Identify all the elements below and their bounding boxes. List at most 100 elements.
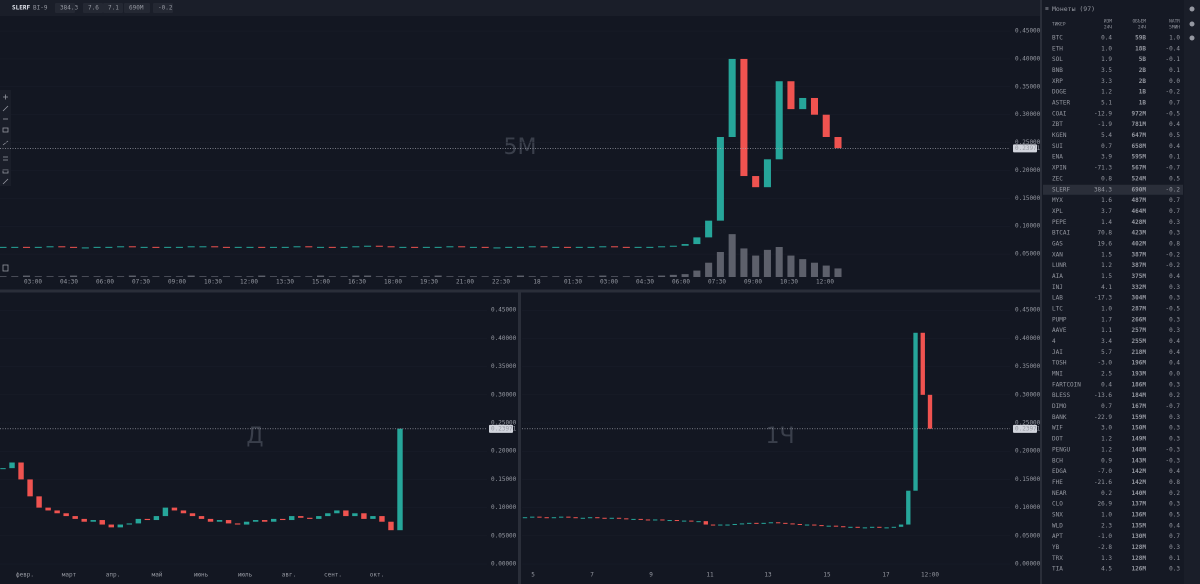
watchlist-row[interactable]: ZEC 0.8 524M 0.5 xyxy=(1052,175,1180,182)
watchlist-row[interactable]: MNI 2.5 193M 0.0 xyxy=(1052,371,1180,378)
x-tick-label: 16:30 xyxy=(348,279,366,286)
watchlist-row[interactable]: EDGA -7.0 142M 0.4 xyxy=(1052,468,1180,475)
candle xyxy=(90,520,96,522)
watchlist-row[interactable]: ENA 3.9 595M 0.1 xyxy=(1052,154,1180,161)
icon[interactable] xyxy=(1189,35,1195,41)
candle xyxy=(18,462,24,480)
cell: 1.2 xyxy=(1101,446,1112,453)
y-tick-label: 0.10000 xyxy=(1015,223,1041,230)
watchlist-row[interactable]: AAVE 1.1 257M 0.3 xyxy=(1052,327,1180,334)
watchlist-row[interactable]: SUI 0.7 658M 0.4 xyxy=(1052,143,1180,150)
watchlist-row[interactable]: YB -2.8 128M 0.3 xyxy=(1052,544,1180,551)
watchlist-row[interactable]: SNX 1.0 136M 0.5 xyxy=(1052,511,1180,518)
watchlist-row[interactable]: BLESS -13.6 184M 0.2 xyxy=(1052,392,1180,399)
watchlist-row[interactable]: MYX 1.6 487M 0.7 xyxy=(1052,197,1180,204)
watchlist-row[interactable]: XAN 1.5 387M -0.2 xyxy=(1052,251,1180,258)
cell: 0.9 xyxy=(1101,457,1112,464)
watchlist-row[interactable]: WIF 3.0 150M 0.3 xyxy=(1052,425,1180,432)
candle xyxy=(117,246,125,248)
candle xyxy=(22,246,31,248)
cell: TOSH xyxy=(1052,360,1067,367)
candle xyxy=(602,517,607,519)
tool-icon[interactable] xyxy=(2,127,9,133)
candle xyxy=(703,521,708,525)
watchlist-row[interactable]: LUNR 1.2 387M -0.2 xyxy=(1052,262,1180,269)
candle xyxy=(399,246,407,248)
cell: 0.3 xyxy=(1169,284,1180,291)
candle xyxy=(622,246,630,248)
icon[interactable] xyxy=(1189,21,1195,27)
watchlist-row[interactable]: AIA 1.5 375M 0.4 xyxy=(1052,273,1180,280)
watchlist-row[interactable]: XRP 3.3 2B 0.0 xyxy=(1052,78,1180,85)
watchlist-row[interactable]: TIA 4.5 126M 0.3 xyxy=(1052,566,1180,573)
toolbar-bg xyxy=(0,90,11,186)
volume-bar xyxy=(281,276,289,277)
candle xyxy=(289,516,295,521)
tool-icon[interactable] xyxy=(3,94,8,100)
tool-icon[interactable] xyxy=(3,156,8,161)
watchlist-row[interactable]: SOL 1.9 5B -0.1 xyxy=(1052,56,1180,63)
watchlist-row[interactable]: BNB 3.5 2B 0.1 xyxy=(1052,67,1180,74)
watchlist-row[interactable]: BANK -22.9 159M 0.3 xyxy=(1052,414,1180,421)
y-tick-label: 0.15000 xyxy=(1015,476,1041,483)
tool-icon[interactable] xyxy=(2,140,9,146)
watchlist-row[interactable]: CLO 26.9 137M 0.3 xyxy=(1052,501,1180,508)
watchlist-row[interactable]: PENGU 1.2 148M -0.3 xyxy=(1052,446,1180,453)
watchlist-row[interactable]: LTC 1.0 287M -0.5 xyxy=(1052,306,1180,313)
row-highlight xyxy=(1043,184,1183,195)
watchlist-row[interactable]: DOGE 1.2 1B -0.2 xyxy=(1052,89,1180,96)
watchlist-row[interactable]: KGEN 5.4 647M 0.5 xyxy=(1052,132,1180,139)
volume-bar xyxy=(599,275,607,277)
watchlist-row[interactable]: WLD 2.3 135M 0.4 xyxy=(1052,522,1180,529)
watchlist-row[interactable]: BTCAI 70.8 423M 0.3 xyxy=(1052,230,1180,237)
watchlist-row[interactable]: DOT 1.2 149M 0.3 xyxy=(1052,436,1180,443)
watchlist-row[interactable]: 4 3.4 255M 0.4 xyxy=(1052,338,1180,345)
x-tick-label: июнь xyxy=(194,572,209,579)
candle xyxy=(269,246,278,248)
watchlist-row[interactable]: TRX 1.3 128M 0.1 xyxy=(1052,555,1180,562)
watchlist-row[interactable]: COAI -12.9 972M -0.5 xyxy=(1052,110,1180,117)
y-tick-label: 0.25000 xyxy=(1015,420,1041,427)
volume-bar xyxy=(540,276,548,277)
watchlist-row[interactable]: GAS 19.6 402M 0.8 xyxy=(1052,240,1180,247)
watchlist-row[interactable]: BTC 0.4 59B 1.0 xyxy=(1052,35,1180,42)
candle xyxy=(135,518,142,524)
watchlist-row[interactable]: DIMO 0.7 167M -0.7 xyxy=(1052,403,1180,410)
watchlist-row[interactable]: APT -1.0 130M 0.7 xyxy=(1052,533,1180,540)
tool-icon[interactable] xyxy=(2,264,9,272)
tool-icon[interactable] xyxy=(2,169,9,174)
tool-icon[interactable] xyxy=(2,105,9,112)
watchlist-row[interactable]: INJ 4.1 332M 0.3 xyxy=(1052,284,1180,291)
candle xyxy=(754,522,759,524)
watchlist-row[interactable]: PUMP 1.7 266M 0.3 xyxy=(1052,316,1180,323)
watchlist-row[interactable]: LAB -17.3 304M 0.3 xyxy=(1052,295,1180,302)
icon[interactable] xyxy=(1189,6,1195,12)
cell: 1.2 xyxy=(1101,436,1112,443)
watchlist-row[interactable]: FARTCOIN 0.4 186M 0.3 xyxy=(1052,381,1180,388)
watchlist-row[interactable]: TOSH -3.0 196M 0.4 xyxy=(1052,360,1180,367)
watchlist-row[interactable]: PEPE 1.4 428M 0.3 xyxy=(1052,219,1180,226)
watchlist-row[interactable]: FHE -21.6 142M 0.8 xyxy=(1052,479,1180,486)
watchlist-row[interactable]: SLERF 384.3 690M -0.2 xyxy=(1043,184,1183,195)
candle xyxy=(458,246,466,248)
cell: 4.5 xyxy=(1101,566,1112,573)
volume-bar xyxy=(552,276,560,277)
watchlist-row[interactable]: NEAR 0.2 140M 0.2 xyxy=(1052,490,1180,497)
watchlist-row[interactable]: JAI 5.7 218M 0.4 xyxy=(1052,349,1180,356)
watchlist-row[interactable]: ASTER 5.1 1B 0.7 xyxy=(1052,100,1180,107)
tool-icon[interactable] xyxy=(2,178,9,185)
watchlist-row[interactable]: XPL 3.7 464M 0.7 xyxy=(1052,208,1180,215)
watchlist-row[interactable]: BCH 0.9 143M -0.3 xyxy=(1052,457,1180,464)
y-tick-label: 0.25000 xyxy=(1015,139,1041,146)
volume-bar xyxy=(434,275,442,277)
volume-bar xyxy=(681,274,689,277)
x-tick-label: 19:30 xyxy=(420,279,438,286)
cell: 0.3 xyxy=(1169,381,1180,388)
cell: 0.7 xyxy=(1169,208,1180,215)
watchlist-row[interactable]: ZBT -1.9 781M 0.4 xyxy=(1052,121,1180,128)
watchlist-row[interactable]: XPIN -71.3 567M -0.7 xyxy=(1052,165,1180,172)
watchlist-row[interactable]: ETH 1.0 18B -0.4 xyxy=(1052,45,1180,52)
cell: 567M xyxy=(1132,165,1147,172)
cell: 0.7 xyxy=(1101,143,1112,150)
cell: 0.3 xyxy=(1169,219,1180,226)
